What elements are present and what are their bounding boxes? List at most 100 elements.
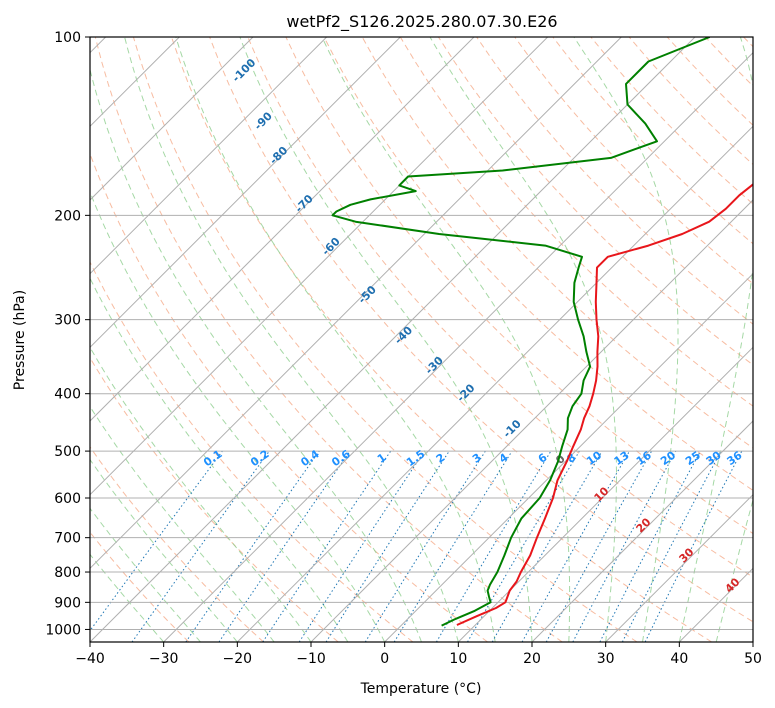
dry-adiabat <box>514 37 753 285</box>
y-tick-label: 700 <box>54 531 81 547</box>
moist-adiabat <box>124 37 459 642</box>
isotherm <box>605 493 753 642</box>
mixing-ratio-line <box>90 450 223 632</box>
dry-adiabat <box>323 37 753 491</box>
mixing-ratio-line <box>545 450 653 642</box>
moist-adiabat <box>573 37 679 642</box>
mixing-ratio-label: 0.6 <box>329 447 353 469</box>
dry-adiabat <box>209 37 753 623</box>
dry-adiabat <box>552 37 753 245</box>
x-tick-label: 20 <box>523 651 541 667</box>
x-axis: −40 −30 −20 −10 0 10 20 30 40 50 <box>75 642 762 667</box>
moist-adiabat <box>90 553 165 642</box>
reference-labels: 0.1 0.2 0.4 0.6 1 1.5 2 3 4 6 8 10 13 16 20 25 30 36-100-… <box>201 56 745 596</box>
moist-adiabat <box>321 37 571 642</box>
mixing-ratio-label: 4 <box>497 451 511 466</box>
mixing-ratio-line <box>185 450 320 642</box>
dry-adiabat <box>285 37 753 535</box>
chart-title: wetPf2_S126.2025.280.07.30.E26 <box>286 12 557 32</box>
mixing-ratio-line <box>393 450 513 642</box>
mixing-ratio-line <box>298 450 425 642</box>
x-tick-label: 50 <box>744 651 762 667</box>
moist-adiabat <box>239 37 533 642</box>
isotherm <box>90 37 549 496</box>
dry-adiabat <box>90 152 488 642</box>
isotherm <box>678 567 753 642</box>
isotherm <box>752 641 753 642</box>
mixing-ratio-line <box>218 450 351 642</box>
moist-adiabat <box>90 67 422 642</box>
dry-adiabat <box>704 37 753 87</box>
moist-adiabat-label: 20 <box>634 515 654 535</box>
mixing-ratio-label: 1 <box>375 451 389 466</box>
mixing-ratio-line <box>131 450 270 642</box>
moist-adiabat <box>90 405 275 642</box>
y-tick-label: 300 <box>54 313 81 329</box>
x-tick-label: −40 <box>75 651 105 667</box>
x-tick-label: −30 <box>149 651 179 667</box>
moist-adiabat-label: 40 <box>723 575 743 595</box>
y-tick-label: 600 <box>54 491 81 507</box>
isotherms <box>90 37 753 642</box>
dry-adiabat <box>90 531 190 642</box>
x-tick-label: −20 <box>223 651 253 667</box>
dry-adiabat-label: -30 <box>423 354 446 377</box>
plot-frame <box>89 36 754 643</box>
isotherm <box>310 199 753 642</box>
y-tick-label: 100 <box>54 30 81 46</box>
profile-series <box>331 37 753 627</box>
moist-adiabat-label: 30 <box>677 545 697 565</box>
dry-adiabat <box>90 356 339 642</box>
isotherm <box>90 37 622 570</box>
dry-adiabat-label: -40 <box>392 324 415 347</box>
dry-adiabat <box>90 260 414 642</box>
mixing-ratio-line <box>262 450 392 642</box>
y-tick-label: 500 <box>54 444 81 460</box>
mixing-ratio-line <box>572 450 677 642</box>
mixing-ratio-label: 6 <box>536 451 550 466</box>
mixing-ratio-line <box>521 450 630 642</box>
moist-adiabat <box>678 37 753 642</box>
mixing-ratio-line <box>644 450 743 642</box>
isotherm <box>90 37 254 201</box>
dry-adiabat <box>437 37 753 366</box>
isotherm <box>90 37 475 422</box>
isotherm <box>90 37 696 642</box>
moist-adiabat <box>175 37 496 642</box>
isotherm <box>384 272 753 642</box>
moist-adiabats <box>90 37 753 642</box>
y-axis: 100 200 300 400 500 600 700 800 900 1000 <box>45 30 90 638</box>
x-tick-label: 10 <box>449 651 467 667</box>
x-tick-label: −10 <box>296 651 326 667</box>
dry-adiabat-label: -20 <box>454 381 477 404</box>
mixing-ratio-label: 0.4 <box>298 447 322 469</box>
mixing-ratio-line <box>325 450 450 642</box>
dry-adiabat-label: -60 <box>319 235 342 258</box>
isotherm <box>236 125 753 642</box>
isotherm <box>163 51 753 642</box>
moist-adiabat <box>90 277 349 642</box>
dewpoint-profile <box>331 37 711 627</box>
dry-adiabat-label: -80 <box>267 144 290 167</box>
dry-adiabat-label: -10 <box>501 417 524 440</box>
dry-adiabat <box>476 37 753 325</box>
x-tick-label: 0 <box>380 651 389 667</box>
dry-adiabats <box>90 37 753 642</box>
isotherm <box>90 37 401 349</box>
dry-adiabat <box>247 37 753 578</box>
moist-adiabat <box>429 37 617 642</box>
x-tick-label: 40 <box>670 651 688 667</box>
moist-adiabat <box>90 507 201 642</box>
plot-area: 0.1 0.2 0.4 0.6 1 1.5 2 3 4 6 8 10 13 16 20 25 30 36-100-… <box>90 37 753 642</box>
y-tick-label: 200 <box>54 208 81 224</box>
dry-adiabat-label: -100 <box>230 56 259 85</box>
dry-adiabat-label: -70 <box>293 192 316 215</box>
isotherm <box>90 37 328 275</box>
mixing-ratio-lines <box>90 450 743 642</box>
dry-adiabat <box>743 37 753 48</box>
y-axis-title: Pressure (hPa) <box>12 290 28 390</box>
dry-adiabat-label: -90 <box>252 109 275 132</box>
moist-adiabat <box>90 190 386 642</box>
x-tick-label: 30 <box>597 651 615 667</box>
dry-adiabat <box>94 37 563 642</box>
